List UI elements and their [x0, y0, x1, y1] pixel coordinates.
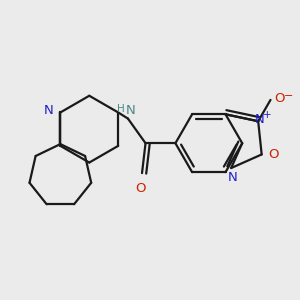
Text: +: +: [263, 110, 271, 120]
Text: N: N: [255, 112, 265, 126]
Text: N: N: [126, 104, 136, 117]
Text: O: O: [135, 182, 146, 195]
Text: O: O: [269, 148, 279, 161]
Text: O: O: [275, 92, 285, 105]
Text: H: H: [117, 104, 125, 114]
Text: N: N: [228, 171, 238, 184]
Text: N: N: [44, 104, 53, 117]
Text: −: −: [284, 92, 293, 101]
